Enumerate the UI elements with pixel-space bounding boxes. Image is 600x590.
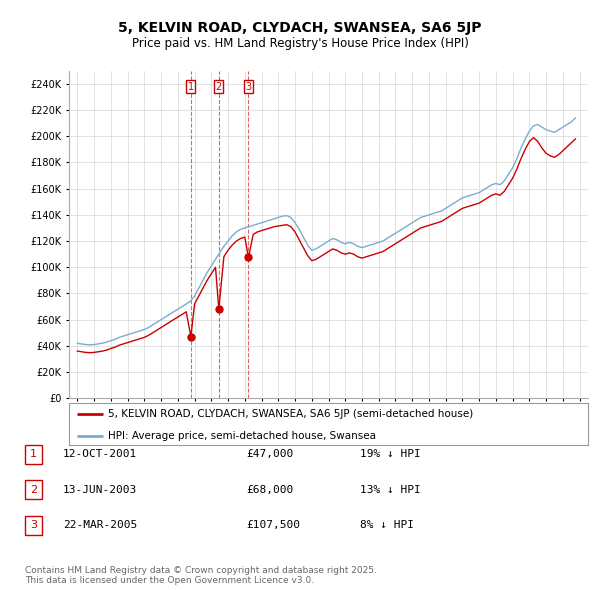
Text: HPI: Average price, semi-detached house, Swansea: HPI: Average price, semi-detached house,… [108, 431, 376, 441]
Text: £68,000: £68,000 [246, 485, 293, 494]
Text: £107,500: £107,500 [246, 520, 300, 530]
Text: Price paid vs. HM Land Registry's House Price Index (HPI): Price paid vs. HM Land Registry's House … [131, 37, 469, 50]
Text: 12-OCT-2001: 12-OCT-2001 [63, 450, 137, 459]
Text: £47,000: £47,000 [246, 450, 293, 459]
Text: Contains HM Land Registry data © Crown copyright and database right 2025.
This d: Contains HM Land Registry data © Crown c… [25, 566, 377, 585]
Text: 2: 2 [216, 81, 222, 91]
Text: 13-JUN-2003: 13-JUN-2003 [63, 485, 137, 494]
Text: 8% ↓ HPI: 8% ↓ HPI [360, 520, 414, 530]
Text: 19% ↓ HPI: 19% ↓ HPI [360, 450, 421, 459]
Text: 2: 2 [30, 485, 37, 494]
Text: 1: 1 [188, 81, 194, 91]
Text: 3: 3 [30, 520, 37, 530]
Text: 13% ↓ HPI: 13% ↓ HPI [360, 485, 421, 494]
Text: 5, KELVIN ROAD, CLYDACH, SWANSEA, SA6 5JP (semi-detached house): 5, KELVIN ROAD, CLYDACH, SWANSEA, SA6 5J… [108, 409, 473, 419]
Text: 1: 1 [30, 450, 37, 459]
Text: 22-MAR-2005: 22-MAR-2005 [63, 520, 137, 530]
Text: 5, KELVIN ROAD, CLYDACH, SWANSEA, SA6 5JP: 5, KELVIN ROAD, CLYDACH, SWANSEA, SA6 5J… [118, 21, 482, 35]
Text: 3: 3 [245, 81, 251, 91]
